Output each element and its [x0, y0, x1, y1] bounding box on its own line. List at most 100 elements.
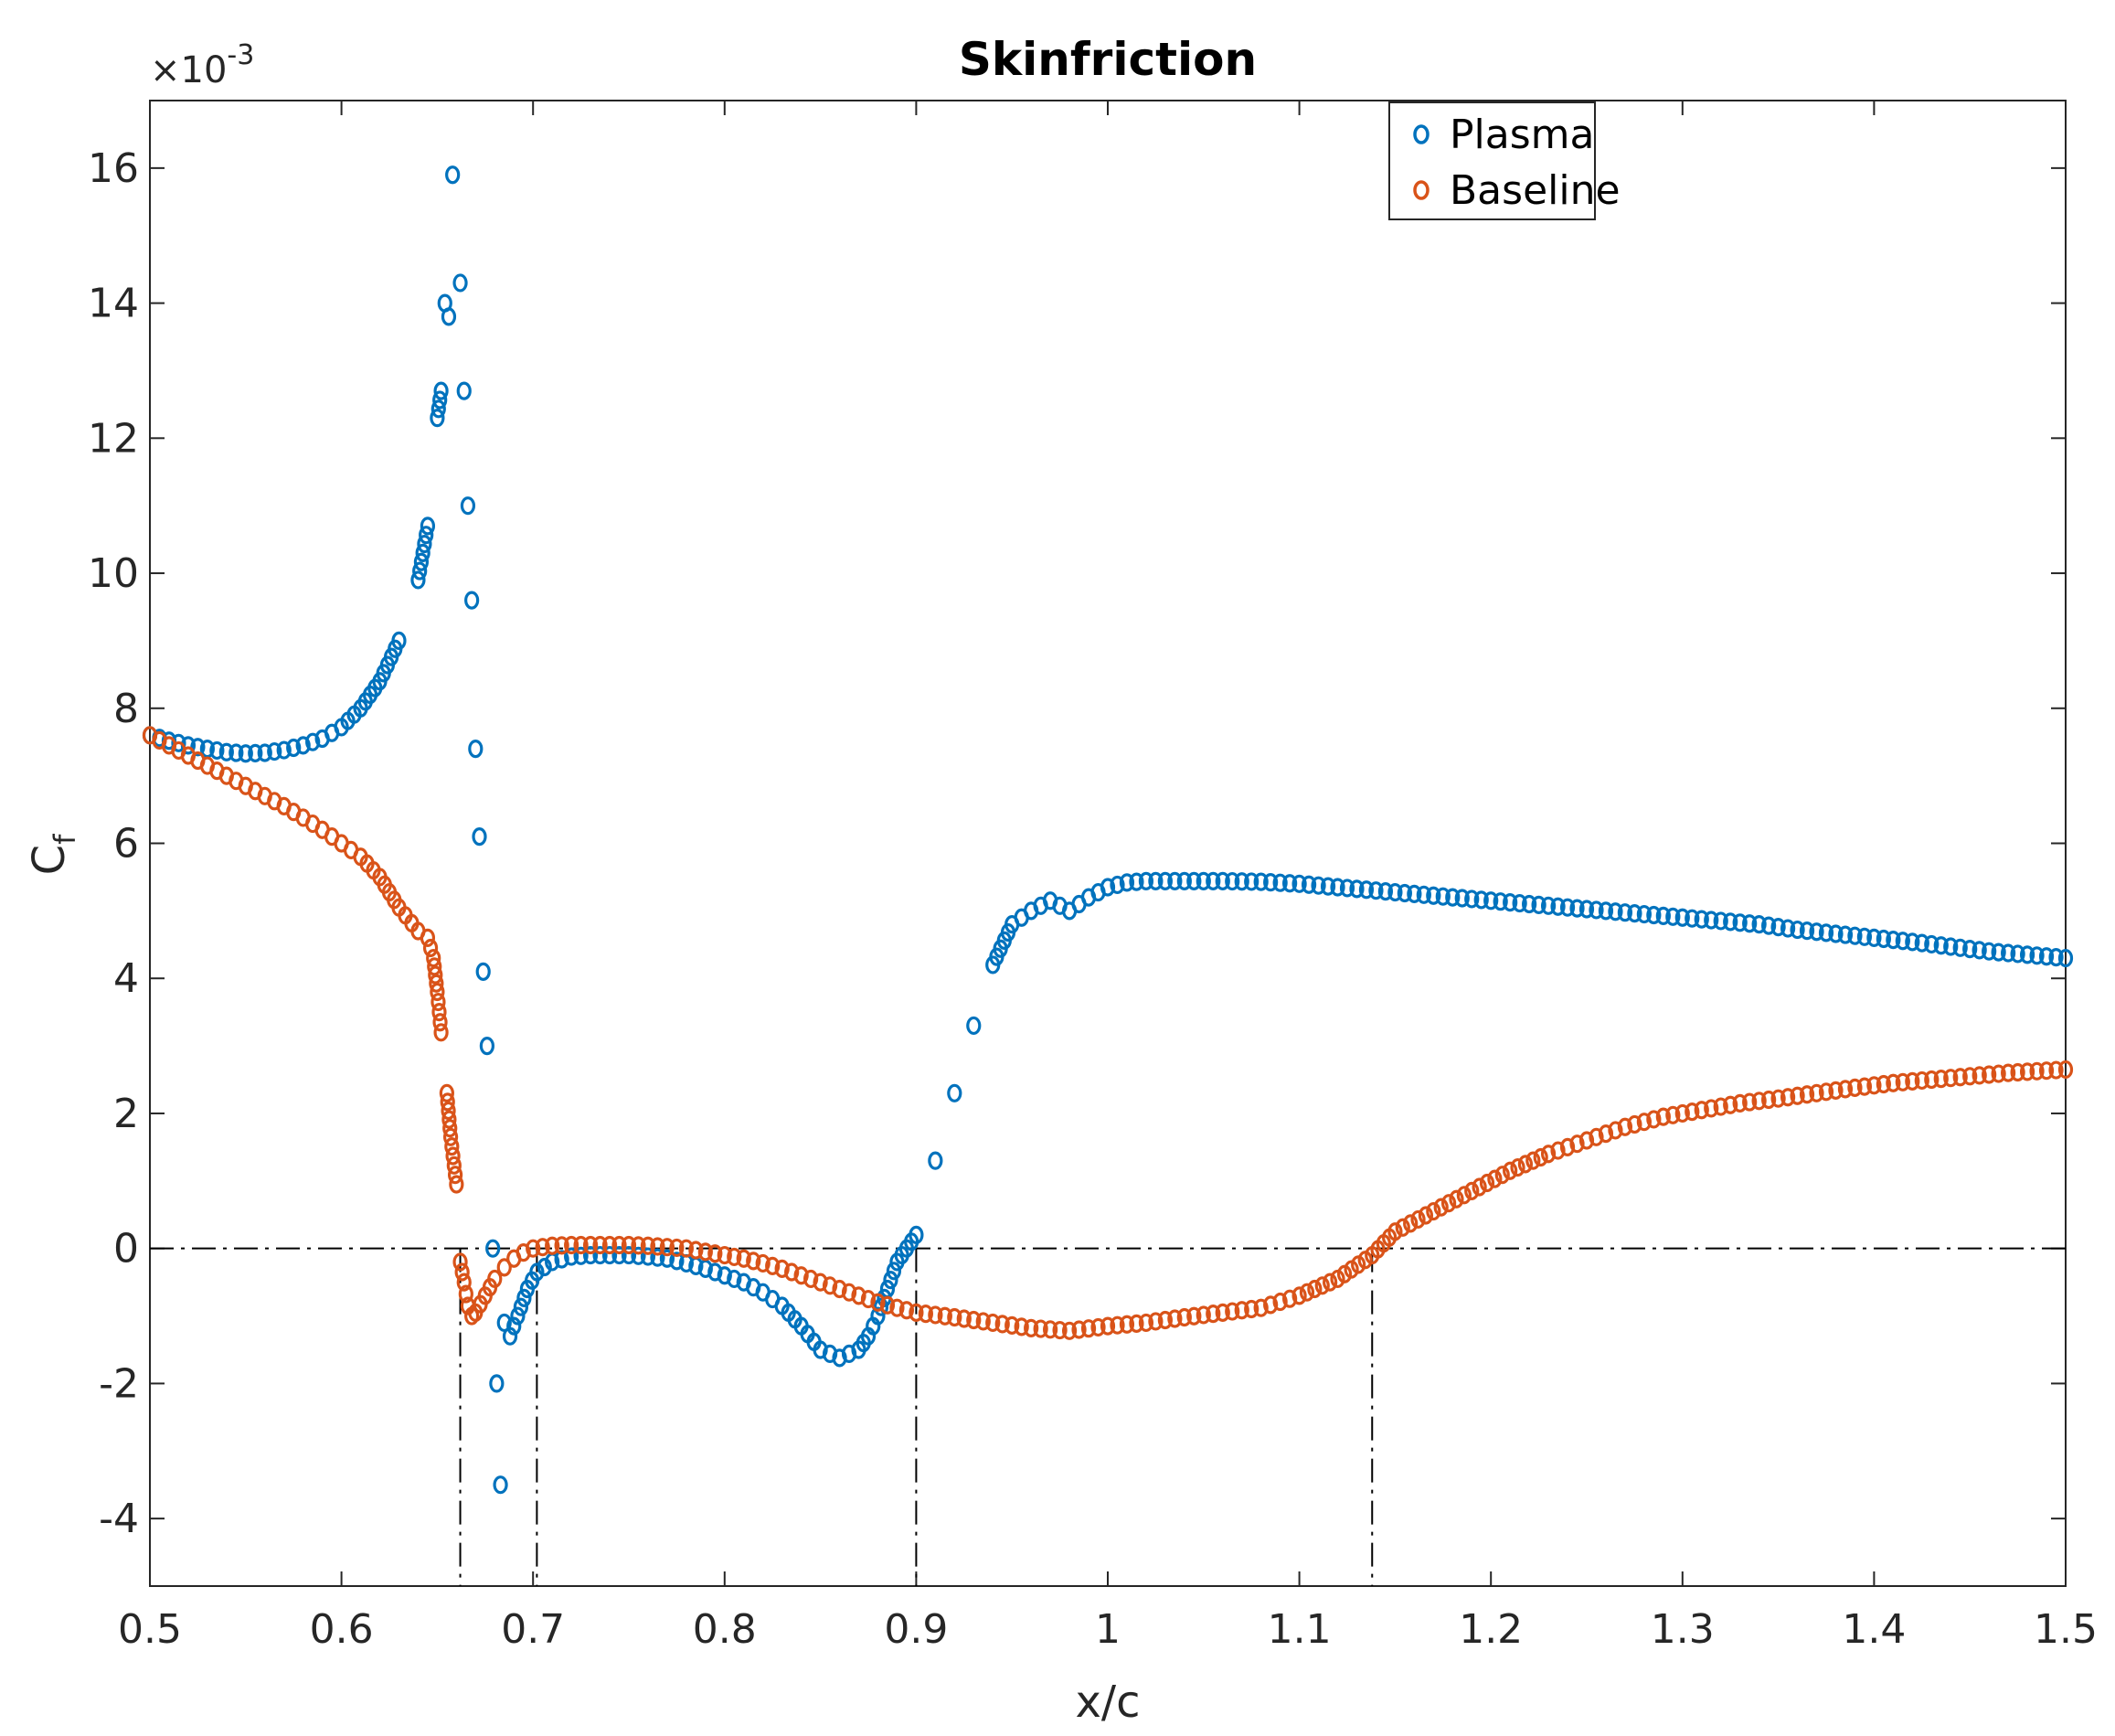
data-point-baseline — [1943, 1069, 1959, 1088]
data-point-baseline — [918, 1305, 933, 1324]
data-point-baseline — [889, 1298, 905, 1317]
data-point-baseline — [1129, 1314, 1144, 1333]
data-point-baseline — [1282, 1289, 1298, 1308]
data-point-baseline — [442, 1127, 459, 1146]
data-point-plasma — [1589, 900, 1604, 920]
data-point-plasma — [1636, 904, 1652, 924]
data-point-baseline — [650, 1237, 665, 1256]
y-tick-label: 12 — [88, 415, 139, 462]
data-point-plasma — [909, 1225, 924, 1245]
data-point-plasma — [1407, 884, 1422, 903]
data-point-baseline — [1589, 1127, 1604, 1146]
data-point-baseline — [431, 1003, 447, 1022]
data-point-baseline — [1550, 1141, 1566, 1160]
data-point-baseline — [736, 1249, 751, 1268]
data-point-baseline — [1837, 1080, 1854, 1099]
data-point-baseline — [640, 1236, 656, 1255]
data-point-plasma — [640, 1247, 656, 1266]
data-point-baseline — [909, 1303, 924, 1322]
data-point-baseline — [526, 1239, 541, 1258]
data-point-plasma — [1426, 886, 1441, 905]
data-point-plasma — [2057, 948, 2074, 968]
data-point-plasma — [1234, 872, 1249, 891]
data-point-baseline — [456, 1273, 472, 1292]
data-point-baseline — [1952, 1068, 1968, 1087]
data-point-baseline — [1751, 1092, 1767, 1111]
data-point-baseline — [832, 1279, 847, 1299]
data-point-baseline — [1914, 1070, 1929, 1091]
data-point-baseline — [1646, 1110, 1662, 1129]
data-point-plasma — [1358, 880, 1375, 900]
y-axis-label-sub: f — [48, 834, 82, 845]
x-tick-label: 0.7 — [501, 1606, 565, 1653]
data-point-plasma — [1713, 911, 1728, 931]
data-point-baseline — [2001, 1063, 2016, 1082]
data-point-baseline — [445, 1146, 461, 1166]
data-point-baseline — [1770, 1089, 1786, 1108]
data-point-plasma — [413, 552, 430, 571]
data-point-plasma — [410, 570, 426, 590]
data-point-plasma — [452, 273, 468, 293]
data-point-plasma — [554, 1250, 569, 1269]
data-point-baseline — [1403, 1214, 1419, 1233]
x-tick-label: 0.6 — [310, 1606, 374, 1653]
data-point-baseline — [1694, 1101, 1709, 1120]
y-tick-label: 4 — [113, 955, 139, 1002]
data-point-baseline — [1732, 1093, 1748, 1113]
data-point-baseline — [1559, 1137, 1576, 1156]
data-point-plasma — [1991, 943, 2006, 962]
data-point-plasma — [430, 399, 446, 419]
data-point-baseline — [1665, 1105, 1681, 1124]
data-point-baseline — [2048, 1060, 2064, 1080]
legend: Plasma Baseline — [1388, 101, 1621, 220]
data-point-plasma — [1339, 879, 1355, 898]
data-point-plasma — [1176, 871, 1192, 890]
legend-marker-plasma — [1413, 124, 1429, 144]
data-point-baseline — [1061, 1321, 1078, 1340]
data-point-baseline — [1043, 1320, 1058, 1339]
data-point-plasma — [1167, 871, 1183, 890]
data-point-baseline — [1418, 1206, 1434, 1225]
data-point-baseline — [879, 1295, 896, 1315]
data-point-plasma — [445, 165, 461, 185]
data-point-plasma — [460, 496, 476, 516]
data-point-plasma — [1665, 907, 1681, 926]
data-point-plasma — [592, 1245, 608, 1265]
data-point-plasma — [1311, 876, 1326, 895]
data-point-baseline — [2057, 1060, 2074, 1080]
data-point-baseline — [1780, 1088, 1796, 1107]
data-point-plasma — [1387, 882, 1403, 902]
data-point-plasma — [417, 534, 432, 554]
data-point-plasma — [485, 1239, 501, 1258]
data-point-plasma — [295, 736, 311, 755]
data-point-plasma — [1540, 896, 1557, 915]
data-point-plasma — [727, 1269, 742, 1289]
y-tick-label: 0 — [113, 1226, 139, 1273]
data-point-baseline — [813, 1273, 828, 1292]
data-point-baseline — [444, 1137, 460, 1156]
data-point-plasma — [1655, 906, 1671, 926]
data-point-plasma — [276, 740, 292, 760]
data-point-baseline — [1510, 1157, 1525, 1177]
data-point-plasma — [510, 1306, 526, 1326]
data-point-plasma — [1416, 885, 1431, 904]
data-point-plasma — [238, 744, 253, 763]
data-point-plasma — [1742, 914, 1758, 933]
data-point-baseline — [621, 1235, 637, 1255]
data-point-baseline — [1905, 1071, 1920, 1091]
data-point-plasma — [1301, 875, 1317, 894]
tick-labels: 0.5 0.6 0.7 0.8 0.9 1 1.1 1.2 1.3 1.4 1.5 -4 -2 0 2 4 6 8… — [88, 145, 2098, 1653]
x-tick-label: 1.5 — [2034, 1606, 2098, 1653]
data-point-plasma — [432, 390, 448, 410]
x-tick-label: 0.8 — [693, 1606, 757, 1653]
data-point-baseline — [1080, 1319, 1097, 1338]
data-point-plasma — [1148, 871, 1164, 890]
data-point-baseline — [1487, 1169, 1503, 1188]
data-point-baseline — [1033, 1319, 1048, 1338]
data-point-plasma — [1349, 879, 1365, 899]
data-point-baseline — [1517, 1155, 1534, 1174]
data-point-baseline — [1790, 1086, 1805, 1105]
y-exponent-label: ×10-3 — [150, 39, 254, 91]
data-point-plasma — [441, 307, 457, 326]
